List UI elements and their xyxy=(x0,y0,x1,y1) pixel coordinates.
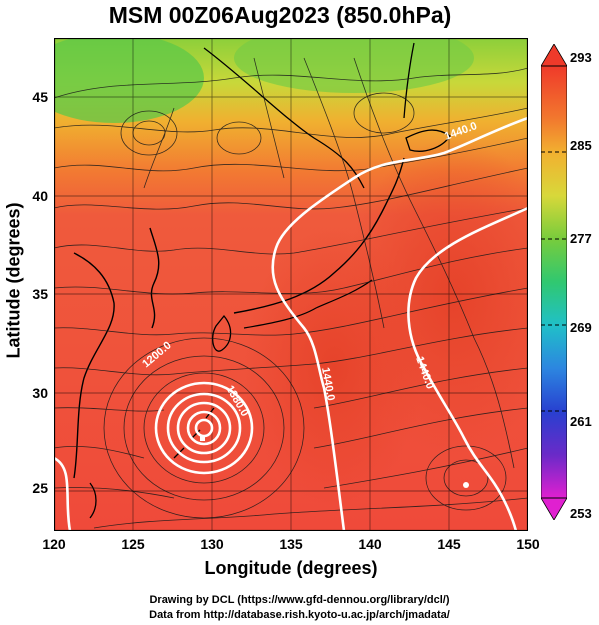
contour-1200-ring xyxy=(186,410,222,446)
colorbar-tick-label: 285 xyxy=(570,138,592,153)
map-title: MSM 00Z06Aug2023 (850.0hPa) xyxy=(108,2,452,28)
x-tick-label: 130 xyxy=(200,536,224,552)
height-contours xyxy=(54,116,528,531)
y-tick-label: 30 xyxy=(32,385,48,401)
coastline-korea xyxy=(149,227,160,329)
colorbar-tick-label: 261 xyxy=(570,414,592,429)
y-tick-label: 35 xyxy=(32,286,48,302)
y-tick-label: 25 xyxy=(32,480,48,496)
coastline-hokkaido xyxy=(405,129,451,152)
anticyclone-center-marker xyxy=(463,482,469,488)
y-axis-label: Latitude (degrees) xyxy=(3,202,24,359)
credit-drawing: Drawing by DCL (https://www.gfd-dennou.o… xyxy=(149,594,450,606)
contour-1440-north xyxy=(271,116,528,531)
typhoon-center-marker xyxy=(200,436,205,441)
contour-1320-ring xyxy=(166,392,242,464)
y-tick-label: 40 xyxy=(32,188,48,204)
coastline-sakhalin xyxy=(403,42,415,119)
plot-frame xyxy=(54,38,528,531)
colorbar-top-arrow xyxy=(541,44,567,67)
x-axis-label: Longitude (degrees) xyxy=(204,558,378,578)
coastline-china xyxy=(73,252,115,479)
cool-patch-northwest xyxy=(54,38,204,123)
y-tick-label: 45 xyxy=(32,89,48,105)
contour-1260-ring xyxy=(176,401,232,455)
x-tick-label: 150 xyxy=(516,536,540,552)
colorbar-tick-marks xyxy=(541,65,567,499)
cool-patch-north xyxy=(234,38,474,93)
x-tick-label: 140 xyxy=(358,536,382,552)
streamline-layer xyxy=(54,57,528,529)
contour-1440-west xyxy=(54,456,72,531)
colorbar-tick-label: 269 xyxy=(570,320,592,335)
contour-1440-east xyxy=(407,206,528,531)
x-tick-label: 125 xyxy=(121,536,145,552)
coastline-taiwan xyxy=(89,482,97,519)
contour-label-2: 1440.0 xyxy=(319,366,337,401)
colorbar-tick-label: 277 xyxy=(570,231,592,246)
coastline-japan-south xyxy=(243,279,373,329)
contour-1380-ring xyxy=(154,381,254,475)
colorbar-bottom-arrow xyxy=(541,497,567,520)
map-plot: 1440.0 1440.0 1440.0 1380.0 1200.0 xyxy=(54,38,528,531)
warm-patch-center xyxy=(244,228,424,508)
colorbar-tick-label: 293 xyxy=(570,50,592,65)
coastline-russia xyxy=(203,47,365,189)
colorbar xyxy=(541,44,567,520)
x-tick-label: 120 xyxy=(42,536,66,552)
colorbar-tick-label: 253 xyxy=(570,506,592,521)
grid-lines xyxy=(54,38,528,531)
x-tick-label: 145 xyxy=(437,536,461,552)
x-tick-label: 135 xyxy=(279,536,303,552)
credit-data-source: Data from http://database.rish.kyoto-u.a… xyxy=(149,609,450,621)
colorbar-fill xyxy=(541,65,567,499)
